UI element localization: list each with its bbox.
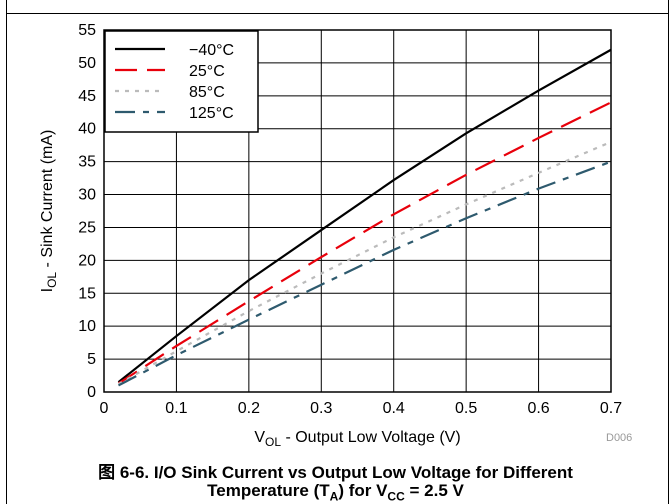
- y-tick-label: 40: [78, 121, 96, 138]
- x-tick-label: 0.4: [383, 400, 405, 417]
- y-axis-label: IOL - Sink Current (mA): [39, 130, 59, 293]
- y-tick-label: 30: [78, 187, 96, 204]
- y-tick-label: 15: [78, 285, 96, 302]
- caption-line-1: 图 6-6. I/O Sink Current vs Output Low Vo…: [98, 463, 573, 482]
- y-tick-label: 20: [78, 252, 96, 269]
- x-axis-label: VOL - Output Low Voltage (V): [254, 429, 460, 449]
- top-border: [6, 13, 669, 14]
- right-border: [668, 0, 669, 504]
- x-tick-label: 0.1: [165, 400, 187, 417]
- series-group: [117, 48, 612, 387]
- legend-label-2: 85°C: [189, 84, 225, 101]
- y-tick-label: 50: [78, 55, 96, 72]
- y-tick-label: 55: [78, 22, 96, 39]
- legend-label-0: −40°C: [189, 42, 234, 59]
- y-tick-label: 45: [78, 88, 96, 105]
- left-border: [6, 0, 7, 504]
- series-line-0: [117, 48, 612, 383]
- x-tick-label: 0: [100, 400, 109, 417]
- plot-border: [103, 29, 612, 393]
- y-tick-label: 0: [87, 384, 96, 401]
- series-line-3: [117, 160, 612, 387]
- series-line-1: [117, 101, 612, 385]
- y-tick-labels: 0 5 10 15 20 25 30 35 40 45 50 55: [78, 22, 96, 401]
- legend-label-3: 125°C: [189, 105, 234, 122]
- y-tick-label: 35: [78, 154, 96, 171]
- x-tick-label: 0.5: [455, 400, 477, 417]
- y-tick-label: 25: [78, 219, 96, 236]
- legend: −40°C 25°C 85°C 125°C: [104, 30, 259, 133]
- caption-line-2: Temperature (TA) for VCC = 2.5 V: [207, 481, 464, 504]
- figure-code: D006: [606, 432, 633, 444]
- x-tick-label: 0.7: [600, 400, 622, 417]
- series-line-2: [117, 140, 612, 386]
- x-tick-label: 0.6: [527, 400, 549, 417]
- y-tick-label: 5: [87, 351, 96, 368]
- y-tick-label: 10: [78, 318, 96, 335]
- x-tick-label: 0.3: [310, 400, 332, 417]
- x-tick-labels: 0 0.1 0.2 0.3 0.4 0.5 0.6 0.7: [100, 400, 623, 417]
- x-tick-label: 0.2: [238, 400, 260, 417]
- legend-label-1: 25°C: [189, 63, 225, 80]
- legend-box: [104, 30, 259, 133]
